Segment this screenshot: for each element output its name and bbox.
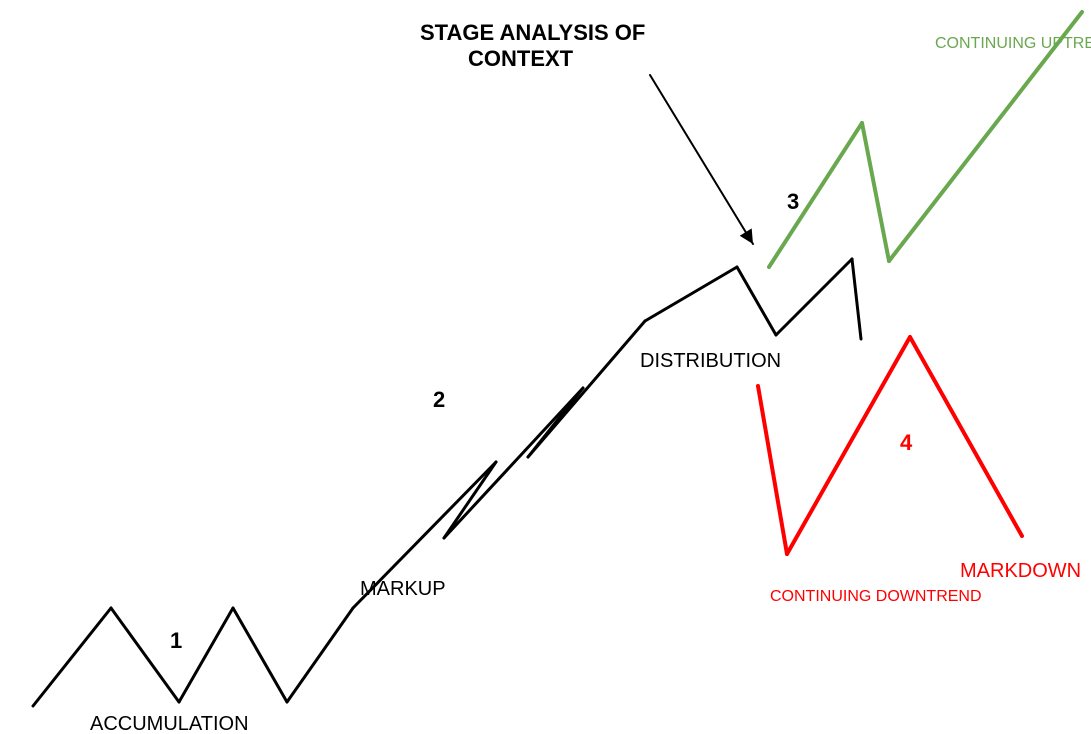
diagram-canvas: STAGE ANALYSIS OF CONTEXT 1 ACCUMULATION… xyxy=(0,0,1091,734)
uptrend-label: CONTINUING UPTREND xyxy=(935,35,1091,53)
downtrend-label: CONTINUING DOWNTREND xyxy=(770,588,982,606)
line-layer xyxy=(0,0,1091,734)
stage3-num: 3 xyxy=(787,189,799,215)
stage2-num: 2 xyxy=(433,387,445,413)
stage1-num: 1 xyxy=(170,628,182,654)
title-line2: CONTEXT xyxy=(468,46,573,72)
stage4-num: 4 xyxy=(900,430,912,456)
stage2-name: MARKUP xyxy=(360,578,446,601)
stage3-name: DISTRIBUTION xyxy=(640,350,781,373)
title-line1: STAGE ANALYSIS OF xyxy=(420,20,645,46)
stage4-name: MARKDOWN xyxy=(960,560,1081,583)
stage1-name: ACCUMULATION xyxy=(90,713,249,734)
